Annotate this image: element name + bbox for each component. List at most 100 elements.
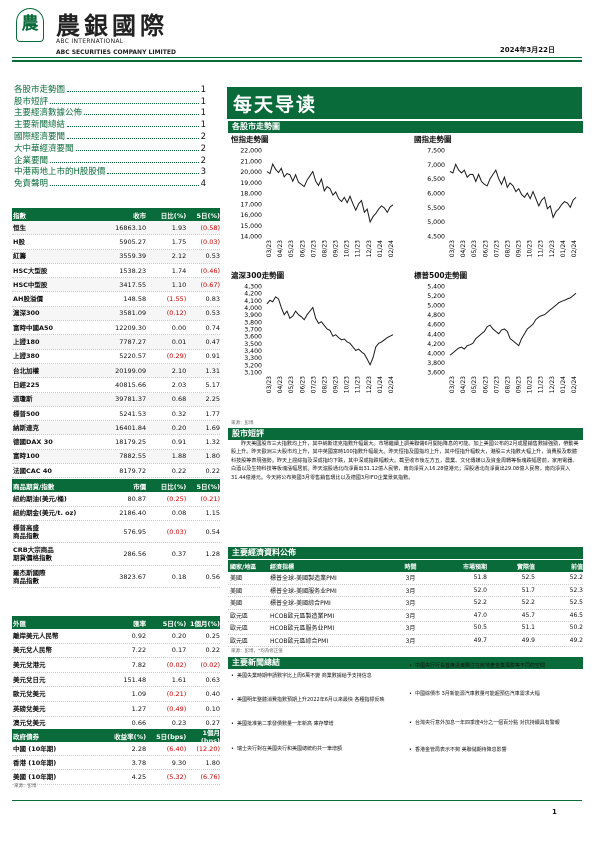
x-tick-label: 02/24 — [388, 376, 395, 393]
row-label: 紐約期金(美元/t. oz) — [13, 509, 77, 518]
line-chart: 5,400 5,200 5,000 4,800 4,600 4,400 4,200 4,000… — [427, 284, 578, 394]
table-row: H股 5905.27 1.75 (0.03) — [12, 235, 220, 250]
cell-value: 0.63 — [205, 675, 220, 684]
cell-value: 0.54 — [205, 527, 220, 536]
cell-value: 0.22 — [205, 646, 220, 655]
toc-item-page: 2 — [200, 143, 206, 154]
econ-cell: 3月 — [405, 575, 416, 583]
cell-value: 1.32 — [205, 438, 220, 447]
column-header: 5日(%) — [196, 211, 220, 220]
y-tick-label: 16,000 — [240, 212, 262, 219]
cell-value: 1538.23 — [119, 266, 147, 275]
row-label: 標普高盛 商品指數 — [13, 523, 39, 540]
report-date: 2024年3月22日 — [499, 46, 555, 54]
toc-item[interactable]: 國際經濟要聞 2 — [14, 130, 206, 142]
y-tick-label: 5,500 — [427, 205, 445, 212]
toc-item[interactable]: 各股市走勢圖 1 — [14, 83, 206, 95]
series-line — [266, 296, 394, 367]
row-label: CRB大宗商品 期貨價格指數 — [13, 546, 54, 563]
news-item: 美國失業時期申請數字比上周6萬不變 商業數據給予支持信息 — [231, 672, 401, 680]
charts-section-header: 各股市走勢圖 — [228, 121, 583, 133]
row-label: 澳元兌美元 — [13, 719, 46, 728]
news-item: 台灣央行意外加息一年四季度4分之一個百分點 对抗持續具有警報 — [409, 719, 581, 727]
bond-table: 政府債券 收益率(%) 5日(bps) 1個月(bps) 中國 (10年期) 2.28 (6… — [12, 729, 220, 785]
y-tick-label: 3,600 — [427, 370, 445, 377]
y-tick-label: 3,900 — [244, 312, 262, 319]
toc-leader — [50, 161, 199, 163]
cell-value: 0.10 — [205, 704, 220, 713]
cell-value: 0.68 — [171, 395, 187, 404]
cell-value: 2186.40 — [119, 509, 147, 518]
toc-item-label: 免責聲明 — [14, 179, 49, 190]
row-label: 英磅兌美元 — [13, 704, 46, 713]
table-row: 香港 (10年期) 3.78 9.30 1.80 — [12, 756, 220, 771]
row-label: 台北加權 — [13, 366, 39, 375]
cell-value: 5241.53 — [119, 409, 147, 418]
table-row: 富時100 7882.55 1.88 1.80 — [12, 449, 220, 465]
y-tick-label: 4,600 — [427, 322, 445, 329]
toc-item-label: 主要經濟數據公佈 — [14, 108, 83, 119]
table-row: HSC大型股 1538.23 1.74 (0.46) — [12, 264, 220, 279]
cell-value: 0.56 — [205, 572, 220, 581]
table-header: 政府債券 收益率(%) 5日(bps) 1個月(bps) — [12, 728, 220, 745]
table-row: 納斯達克 16401.84 0.20 1.69 — [12, 421, 220, 436]
row-label: 美元兌日元 — [13, 675, 46, 684]
toc-item-page: 1 — [200, 120, 206, 131]
cell-value: (0.21) — [200, 494, 220, 503]
cell-value: (0.02) — [166, 660, 187, 669]
x-tick-label: 02/24 — [571, 376, 578, 393]
y-tick-label: 5,400 — [427, 284, 445, 291]
series-line — [449, 162, 577, 219]
table-row: 美元兌日元 151.48 1.61 0.63 — [12, 673, 220, 688]
cell-value: 7.82 — [131, 660, 147, 669]
news-item: 美國批准第二季發債數量一年新高 庫存攀增 — [231, 720, 401, 728]
row-label: 美元兌人民幣 — [13, 646, 52, 655]
cell-value: 0.22 — [171, 466, 187, 475]
cell-value: 5.17 — [205, 380, 220, 389]
toc-item[interactable]: 主要經濟數據公佈 1 — [14, 107, 206, 119]
cell-value: 5220.57 — [119, 352, 147, 361]
econ-row: 歐元區 HCOB歐元區製造業PMI 3月 47.0 45.7 46.5 — [228, 610, 583, 622]
toc-item[interactable]: 主要新聞總結 1 — [14, 118, 206, 130]
cell-value: 576.95 — [123, 527, 147, 536]
column-header: 日比(%) — [160, 482, 187, 491]
table-row: 標普高盛 商品指數 576.95 (0.03) 0.54 — [12, 521, 220, 544]
row-label: 法國CAC 40 — [13, 466, 52, 475]
cell-value: 7.22 — [131, 646, 147, 655]
table-row: 滬深300 3581.09 (0.12) 0.53 — [12, 306, 220, 322]
y-tick-label: 3,600 — [244, 334, 262, 341]
y-tick-label: 6,500 — [427, 176, 445, 183]
toc-item[interactable]: 免責聲明 4 — [14, 177, 206, 189]
cell-value: 0.37 — [171, 550, 187, 559]
column-header: 經濟指標 — [270, 563, 295, 571]
toc-item[interactable]: 中港兩地上市的H股股價 3 — [14, 166, 206, 177]
y-tick-label: 18,000 — [240, 191, 262, 198]
econ-row: 美國 標普全球-美國服务业PMI 3月 52.0 51.7 52.3 — [228, 585, 583, 597]
cell-value: 1.75 — [171, 237, 187, 246]
x-tick-label: 09/23 — [333, 376, 340, 393]
cell-value: 1.27 — [131, 704, 147, 713]
cell-value: 0.22 — [205, 466, 220, 475]
cell-value: 0.53 — [205, 252, 220, 261]
x-tick-label: 01/24 — [377, 376, 384, 393]
toc-item[interactable]: 股市短評 1 — [14, 95, 206, 107]
x-tick-label: 07/23 — [493, 376, 500, 393]
page-title: 每天导读 — [233, 94, 318, 116]
toc-item[interactable]: 大中華經濟要聞 2 — [14, 142, 206, 154]
table-row: 恒生 16863.10 1.93 (0.58) — [12, 221, 220, 236]
x-tick-label: 01/24 — [560, 240, 567, 257]
toc-leader — [84, 114, 199, 116]
table-row: 美元兌人民幣 7.22 0.17 0.22 — [12, 644, 220, 659]
row-label: 日經225 — [13, 380, 40, 389]
toc-item[interactable]: 企業要聞 2 — [14, 154, 206, 166]
econ-cell: 52.2 — [473, 599, 487, 607]
cell-value: (5.32) — [166, 772, 187, 781]
series-line — [449, 292, 577, 356]
econ-cell: 標普全球-美國服务业PMI — [270, 587, 337, 595]
column-header: 1個月(bps) — [200, 728, 220, 745]
cell-value: 0.91 — [205, 352, 220, 361]
cell-value: 3.78 — [131, 758, 147, 767]
y-tick-label: 3,100 — [244, 370, 262, 377]
econ-cell: 3月 — [405, 600, 416, 608]
x-tick-label: 09/23 — [516, 376, 523, 393]
